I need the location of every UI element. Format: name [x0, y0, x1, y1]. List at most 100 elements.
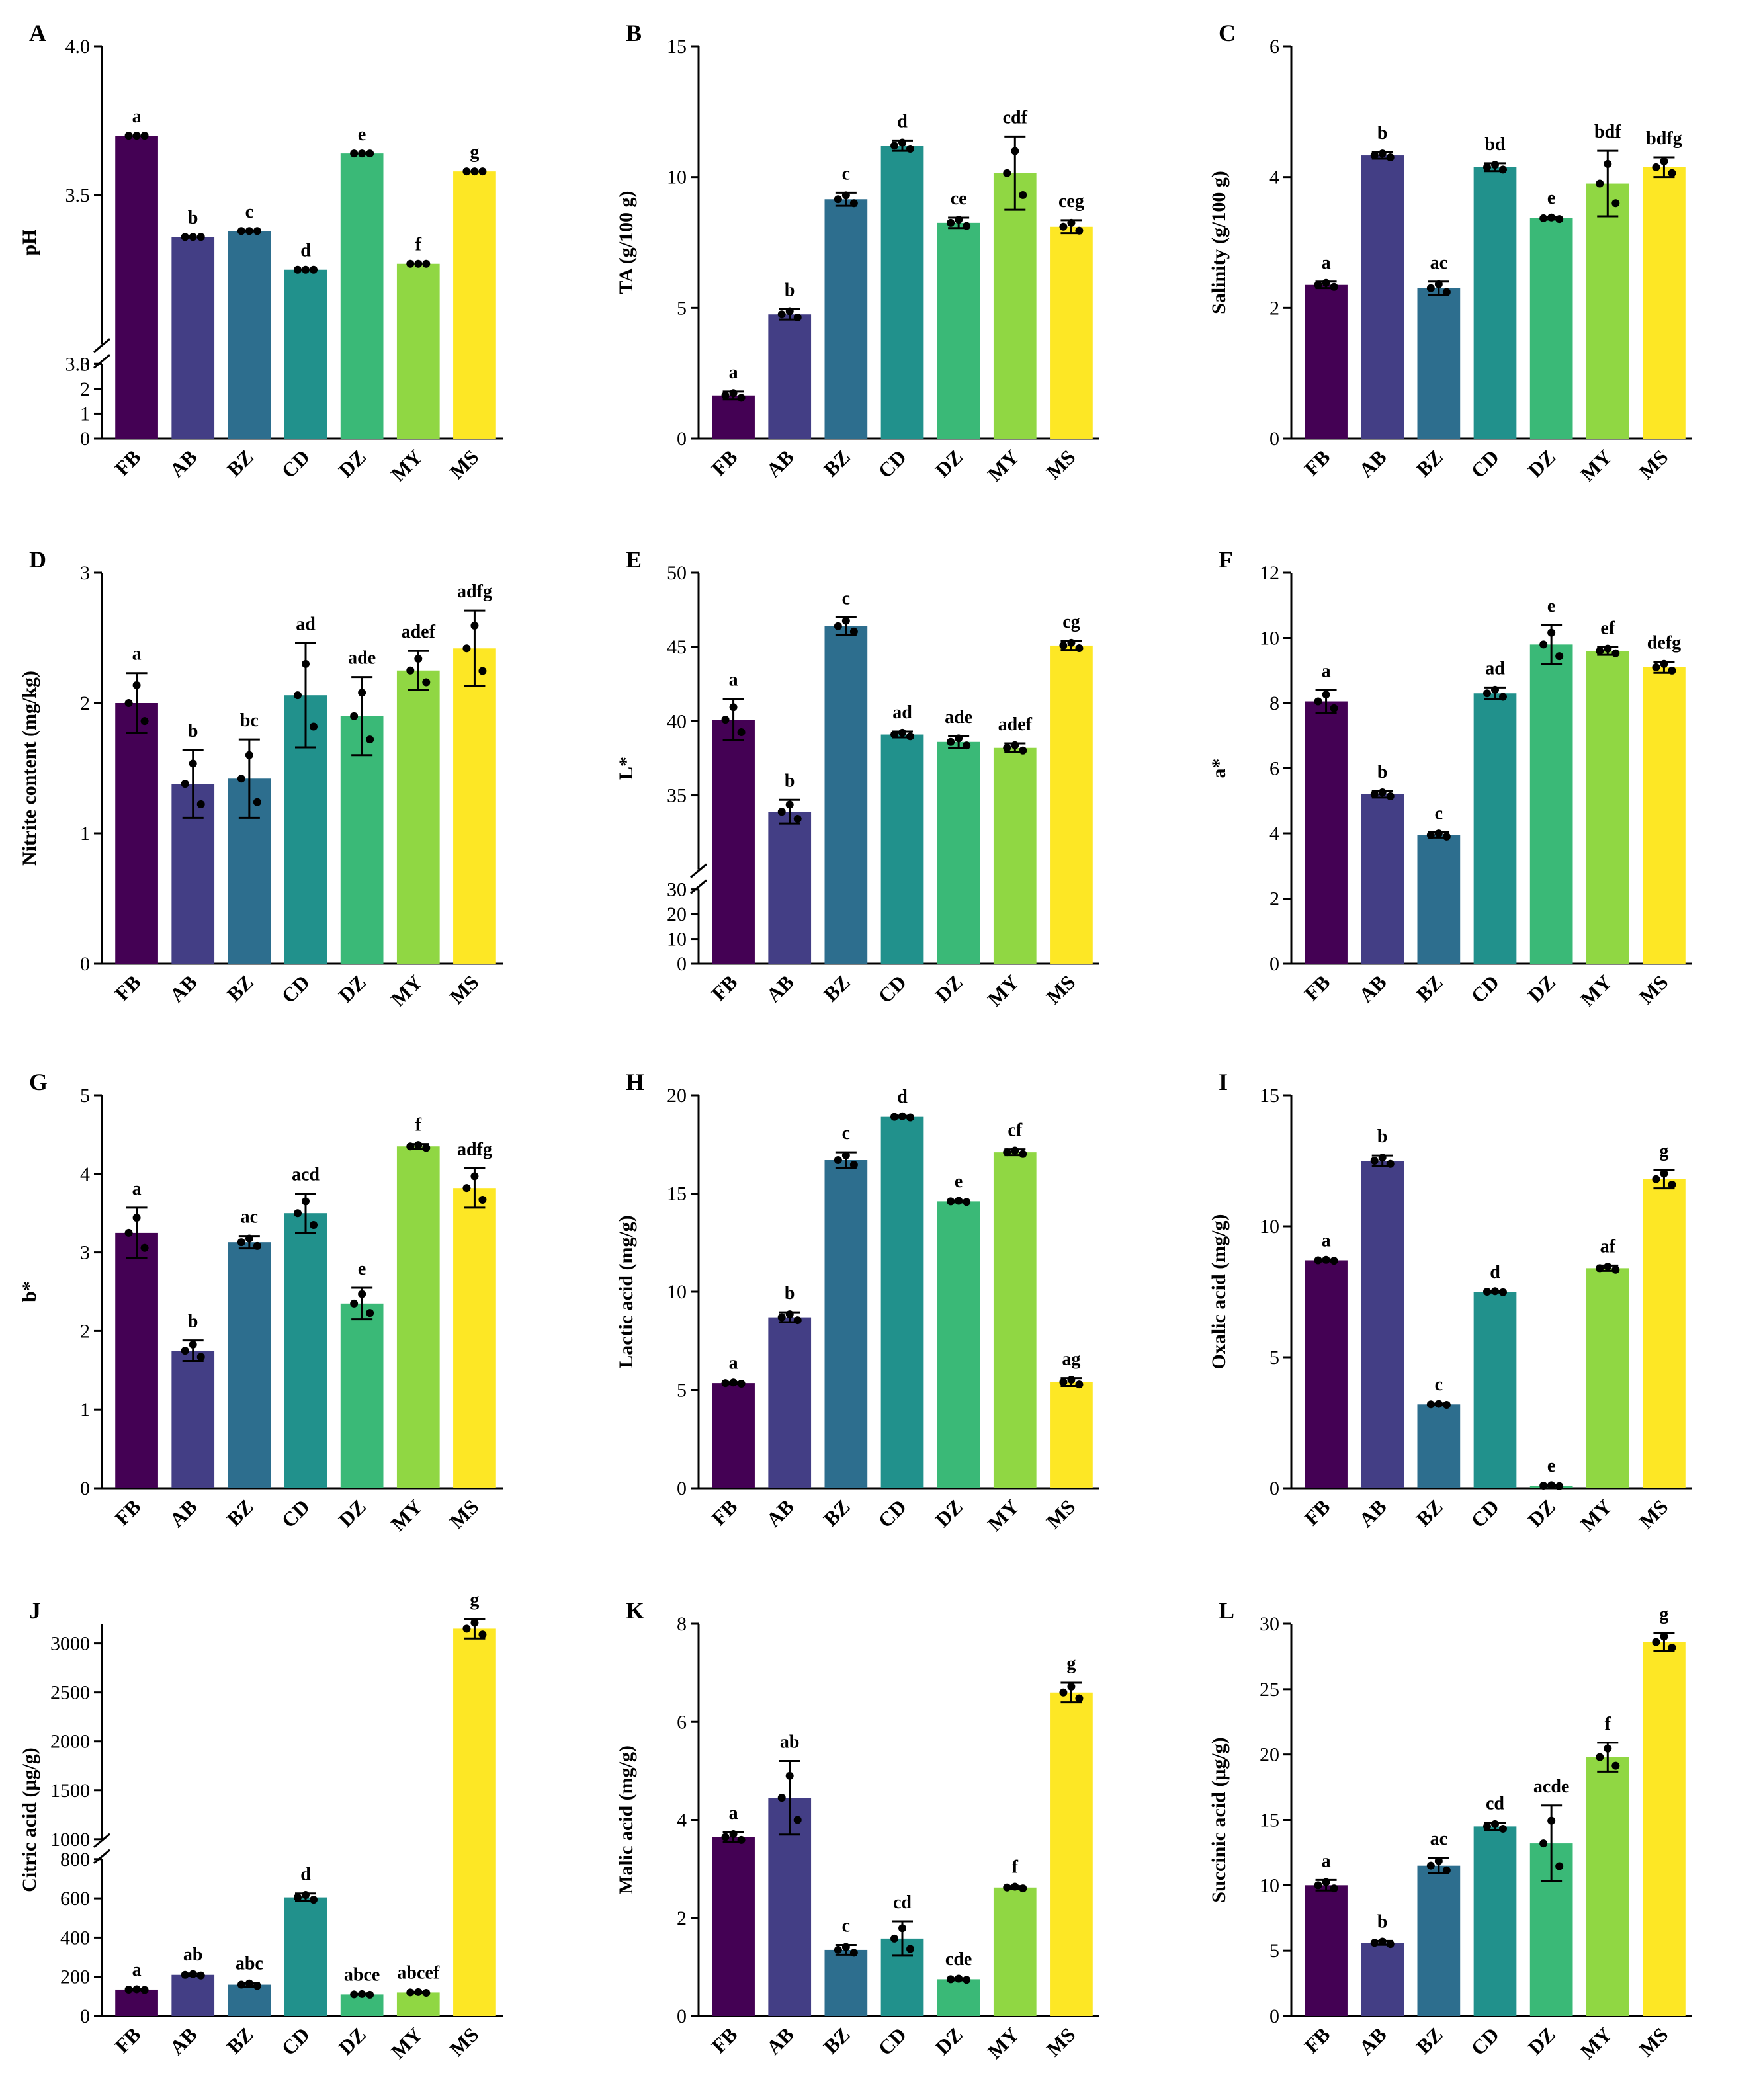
data-point [1434, 829, 1443, 838]
data-point [253, 227, 261, 235]
x-tick-label: MS [445, 970, 484, 1009]
significance-letter: cdf [1003, 107, 1028, 128]
x-tick-label: FB [1300, 445, 1335, 480]
data-point [1059, 1378, 1068, 1386]
significance-letter: cd [1486, 1793, 1504, 1814]
y-tick-label: 400 [60, 1927, 90, 1949]
bar [1586, 1757, 1629, 2016]
data-point [1386, 153, 1395, 162]
y-tick-label: 0 [80, 428, 90, 450]
data-point [1426, 1861, 1435, 1870]
significance-letter: c [842, 163, 850, 184]
x-tick-label: DZ [1524, 2023, 1560, 2059]
y-axis-label: b* [19, 1281, 40, 1302]
data-point [1011, 147, 1019, 155]
data-point [737, 1379, 746, 1388]
significance-letter: bd [1484, 134, 1506, 155]
data-point [414, 1988, 423, 1996]
data-point [422, 678, 431, 687]
x-tick-label: MY [386, 1495, 427, 1535]
y-tick-label: 15 [667, 1183, 687, 1205]
y-tick-label: 10 [1260, 1874, 1279, 1896]
data-point [294, 1893, 302, 1902]
bar [396, 263, 440, 439]
significance-letter: adef [998, 714, 1033, 735]
data-point [890, 730, 898, 739]
data-point [414, 1141, 423, 1150]
data-point [1378, 788, 1387, 796]
data-point [1660, 157, 1668, 165]
data-point [890, 1934, 898, 1943]
x-tick-label: MS [1042, 2023, 1080, 2061]
bar [880, 734, 924, 964]
bar [880, 1116, 924, 1488]
panel-G: G 0 1 2 3 4 5 b* a FB b AB ac BZ acd CD e DZ f MY adfg MS [19, 1069, 503, 1535]
y-tick-label: 45 [667, 636, 687, 658]
data-point [237, 775, 245, 783]
data-point [1660, 1169, 1668, 1178]
x-tick-label: BZ [819, 970, 855, 1006]
significance-letter: ab [183, 1945, 203, 1965]
data-point [302, 1197, 310, 1206]
bar [1050, 645, 1093, 964]
significance-letter: ce [951, 189, 967, 209]
data-point [478, 667, 487, 675]
y-tick-label: 30 [1260, 1613, 1279, 1635]
data-point [422, 1988, 431, 1997]
data-point [124, 1228, 133, 1237]
y-tick-label: 0 [677, 1478, 687, 1499]
bar [1417, 835, 1461, 964]
x-tick-label: DZ [931, 1495, 967, 1531]
x-tick-label: MY [1576, 445, 1616, 485]
bar [1361, 1161, 1404, 1488]
significance-letter: ceg [1058, 191, 1084, 212]
data-point [1426, 284, 1435, 292]
data-point [189, 759, 197, 768]
data-point [785, 800, 794, 809]
significance-letter: b [1377, 1911, 1388, 1932]
data-point [196, 233, 205, 241]
data-point [1386, 1940, 1395, 1949]
y-tick-label: 1500 [50, 1780, 90, 1802]
data-point [1604, 159, 1612, 168]
x-tick-label: DZ [334, 970, 370, 1007]
bar [453, 648, 496, 964]
data-point [1370, 1157, 1379, 1165]
data-point [1330, 1884, 1338, 1893]
panel-H: H 0 5 10 15 20 Lactic acid (mg/g) a FB b AB c BZ d CD e… [615, 1069, 1099, 1535]
significance-letter: ef [1600, 618, 1615, 638]
x-tick-label: CD [277, 445, 314, 482]
significance-letter: a [729, 1803, 738, 1824]
x-tick-label: AB [761, 2023, 798, 2059]
bar [712, 720, 755, 964]
x-tick-label: MS [1635, 2023, 1673, 2061]
data-point [1370, 151, 1379, 160]
significance-letter: bc [240, 710, 259, 731]
axis-break-mark [690, 879, 707, 894]
axis-break-mark [93, 354, 110, 369]
significance-letter: cf [1008, 1120, 1022, 1141]
significance-letter: b [785, 1283, 795, 1304]
y-tick-label: 25 [1260, 1679, 1279, 1701]
significance-letter: d [1490, 1262, 1500, 1282]
x-tick-label: MS [1635, 445, 1673, 483]
data-point [1019, 746, 1027, 755]
data-point [1314, 1256, 1322, 1265]
significance-letter: c [842, 588, 850, 609]
data-point [721, 1833, 730, 1841]
y-axis-label: a* [1208, 759, 1230, 778]
significance-letter: e [358, 1259, 366, 1279]
data-point [237, 1980, 245, 1989]
significance-letter: b [785, 280, 795, 300]
data-point [1059, 222, 1068, 231]
y-tick-label: 0 [80, 2005, 90, 2027]
data-point [245, 1234, 253, 1243]
bar [1529, 218, 1573, 439]
data-point [366, 149, 374, 158]
data-point [358, 689, 366, 697]
data-point [1426, 1400, 1435, 1409]
data-point [1539, 1839, 1548, 1848]
data-point [1019, 190, 1027, 199]
data-point [478, 1196, 487, 1204]
data-point [189, 1970, 197, 1978]
